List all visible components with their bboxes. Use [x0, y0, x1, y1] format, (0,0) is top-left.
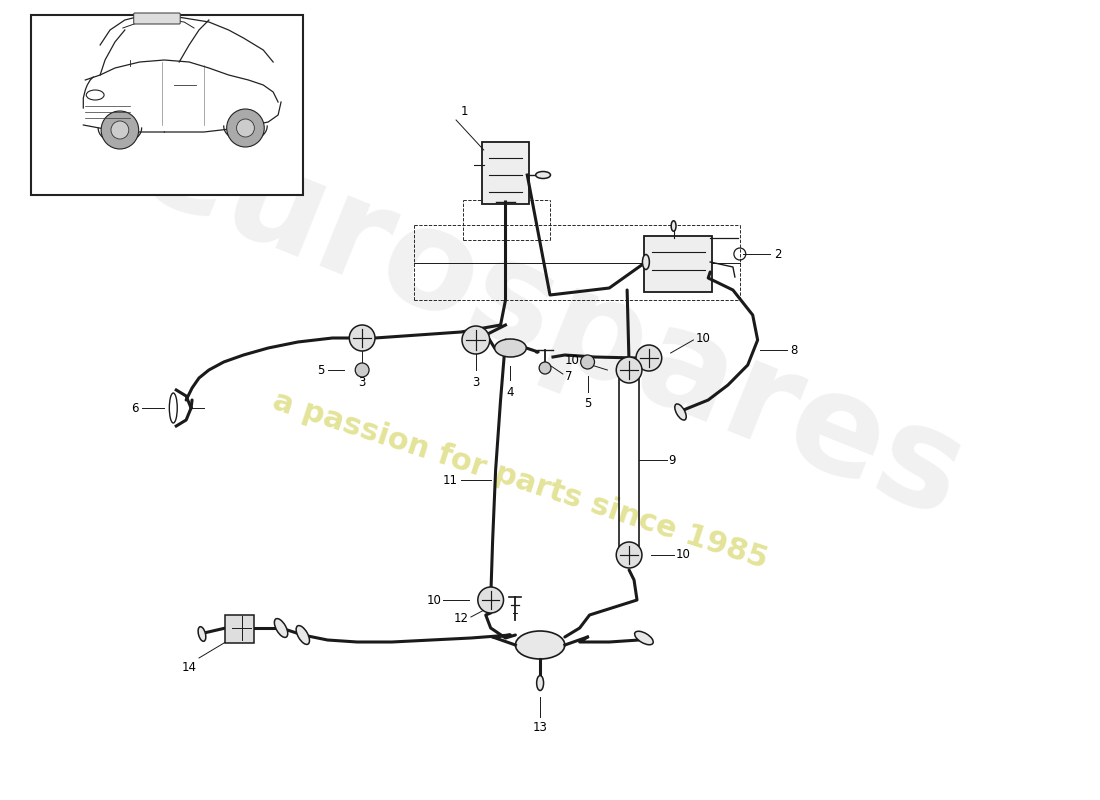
- Circle shape: [111, 121, 129, 139]
- Circle shape: [101, 111, 139, 149]
- Text: 4: 4: [507, 386, 514, 399]
- Circle shape: [227, 109, 264, 147]
- Ellipse shape: [169, 393, 177, 423]
- Text: 10: 10: [564, 354, 580, 366]
- Text: 9: 9: [669, 454, 676, 466]
- Text: 10: 10: [427, 594, 441, 606]
- Ellipse shape: [536, 171, 550, 178]
- Circle shape: [616, 357, 642, 383]
- FancyBboxPatch shape: [224, 615, 254, 643]
- Text: eurospares: eurospares: [118, 93, 982, 547]
- Circle shape: [616, 542, 642, 568]
- Ellipse shape: [618, 370, 640, 380]
- Ellipse shape: [537, 675, 543, 690]
- Text: 14: 14: [182, 661, 197, 674]
- Ellipse shape: [198, 626, 206, 642]
- Text: 2: 2: [774, 247, 782, 261]
- FancyBboxPatch shape: [134, 13, 180, 24]
- Circle shape: [636, 345, 662, 371]
- Ellipse shape: [674, 404, 686, 420]
- Circle shape: [355, 363, 370, 377]
- Circle shape: [462, 326, 490, 354]
- Text: 5: 5: [584, 397, 592, 410]
- Circle shape: [477, 587, 504, 613]
- Text: 10: 10: [695, 331, 711, 345]
- Text: 6: 6: [131, 402, 139, 414]
- Circle shape: [539, 362, 551, 374]
- Ellipse shape: [671, 221, 676, 231]
- Circle shape: [350, 325, 375, 351]
- Ellipse shape: [635, 631, 653, 645]
- Ellipse shape: [642, 254, 649, 270]
- FancyBboxPatch shape: [31, 15, 303, 195]
- Text: 10: 10: [675, 549, 691, 562]
- Ellipse shape: [296, 626, 309, 645]
- Text: 5: 5: [317, 363, 324, 377]
- Ellipse shape: [274, 618, 288, 638]
- Text: 8: 8: [790, 343, 798, 357]
- FancyBboxPatch shape: [644, 236, 712, 292]
- Ellipse shape: [618, 545, 640, 555]
- Text: a passion for parts since 1985: a passion for parts since 1985: [270, 386, 771, 574]
- Ellipse shape: [516, 631, 564, 659]
- Text: 1: 1: [461, 105, 469, 118]
- Text: 3: 3: [472, 376, 480, 389]
- Circle shape: [236, 119, 254, 137]
- Text: 11: 11: [443, 474, 458, 486]
- Ellipse shape: [495, 339, 526, 357]
- Circle shape: [581, 355, 594, 369]
- Text: 12: 12: [454, 613, 469, 626]
- Text: 13: 13: [532, 721, 548, 734]
- Text: 7: 7: [564, 370, 572, 382]
- Text: 3: 3: [359, 376, 366, 389]
- FancyBboxPatch shape: [482, 142, 529, 204]
